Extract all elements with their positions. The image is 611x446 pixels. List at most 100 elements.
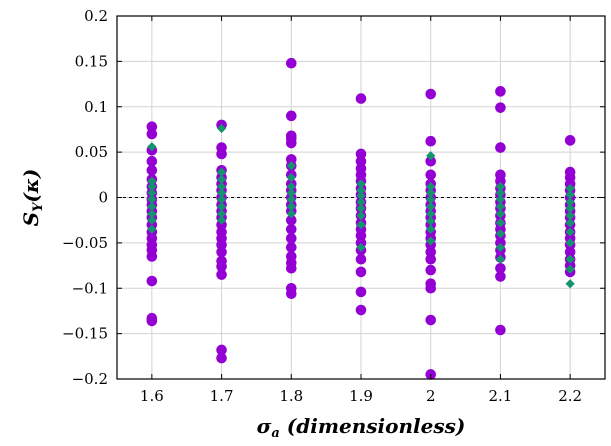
data-point: [425, 246, 437, 258]
data-point: [216, 246, 227, 258]
data-point: [216, 194, 227, 204]
data-point: [216, 239, 227, 250]
data-point: [286, 209, 296, 219]
data-point: [356, 203, 366, 213]
data-point: [356, 185, 366, 195]
data-point: [565, 197, 575, 207]
data-point: [495, 209, 506, 219]
data-point: [425, 314, 437, 326]
data-point: [285, 214, 297, 226]
data-point: [146, 315, 158, 327]
data-point: [355, 304, 367, 316]
data-point: [285, 262, 297, 274]
data-points: [146, 57, 576, 380]
data-point: [565, 264, 575, 274]
data-point: [425, 264, 437, 276]
data-point: [426, 201, 436, 212]
data-point: [425, 282, 437, 294]
x-tick-label: 1.8: [279, 387, 303, 405]
data-point: [356, 197, 366, 207]
data-point: [146, 155, 158, 167]
data-point: [285, 223, 297, 235]
data-point: [285, 242, 297, 253]
data-point: [495, 271, 506, 282]
y-tick-label: 0: [98, 189, 108, 207]
data-point: [216, 148, 227, 160]
data-point: [355, 266, 367, 278]
data-point: [286, 172, 296, 183]
data-point: [147, 209, 157, 219]
y-tick-label: 0.05: [75, 143, 108, 161]
y-tick-label: 0.2: [84, 7, 108, 25]
data-point: [147, 194, 157, 204]
data-point: [495, 142, 506, 153]
axis-ticks: 1.6 1.7 1.8 1.9 2 2.1 2.2 −0.2 −0.15 −0.1 −0.05 0 0.…: [62, 7, 605, 405]
data-point: [285, 233, 297, 244]
data-point: [425, 253, 437, 265]
data-point: [286, 201, 296, 212]
data-point: [147, 201, 157, 212]
data-point: [216, 188, 227, 198]
data-point: [426, 216, 436, 226]
data-point: [425, 169, 437, 181]
data-point: [356, 211, 366, 221]
y-tick-label: −0.1: [72, 279, 108, 297]
data-point: [146, 164, 158, 176]
data-point: [495, 175, 506, 187]
data-point: [564, 135, 576, 146]
data-point: [146, 251, 158, 262]
data-point: [146, 121, 158, 133]
y-tick-label: 0.1: [84, 98, 108, 116]
data-point: [565, 238, 575, 248]
x-tick-label: 1.6: [140, 387, 164, 405]
data-point: [564, 246, 576, 258]
series-2: [147, 123, 575, 289]
data-point: [495, 182, 506, 192]
data-point: [355, 155, 367, 167]
data-point: [285, 137, 297, 149]
data-point: [286, 188, 296, 198]
y-tick-label: 0.15: [75, 52, 108, 70]
data-point: [285, 110, 297, 122]
x-tick-label: 1.9: [349, 387, 373, 405]
data-point: [147, 142, 157, 152]
data-point: [426, 194, 436, 204]
data-point: [216, 174, 227, 184]
data-point: [216, 182, 227, 192]
data-point: [356, 242, 366, 253]
x-tick-label: 2.2: [558, 387, 582, 405]
data-point: [355, 93, 367, 104]
data-point: [216, 209, 227, 219]
data-point: [146, 128, 158, 140]
data-point: [495, 102, 506, 113]
data-point: [495, 188, 506, 198]
data-point: [285, 57, 297, 69]
data-point: [565, 183, 575, 194]
data-point: [356, 191, 366, 201]
data-point: [495, 194, 506, 204]
data-point: [425, 135, 437, 147]
data-point: [216, 261, 227, 272]
data-point: [495, 262, 506, 274]
data-point: [565, 279, 575, 289]
data-point: [495, 86, 506, 97]
data-point: [495, 324, 506, 336]
data-point: [425, 155, 437, 167]
data-point: [495, 242, 506, 253]
data-point: [426, 209, 436, 219]
data-point: [285, 288, 297, 299]
data-point: [216, 352, 227, 364]
data-point: [565, 211, 575, 221]
y-tick-label: −0.15: [62, 325, 108, 343]
data-point: [426, 236, 436, 246]
data-point: [426, 151, 436, 161]
data-point: [286, 182, 296, 192]
data-point: [146, 275, 158, 287]
data-point: [495, 254, 506, 264]
data-point: [425, 88, 437, 100]
data-point: [495, 218, 506, 228]
data-point: [355, 148, 367, 160]
data-point: [356, 220, 366, 230]
x-tick-label: 2.1: [488, 387, 512, 405]
